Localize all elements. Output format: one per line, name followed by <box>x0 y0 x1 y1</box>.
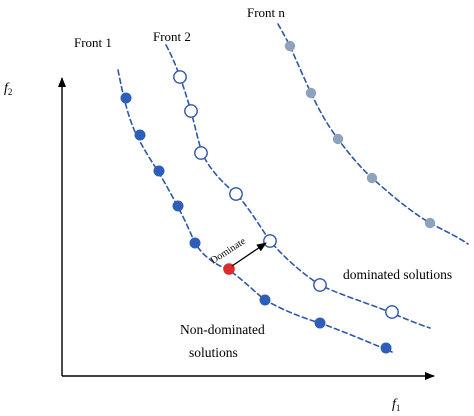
dominate-label: Dominate <box>209 236 249 267</box>
front-n-curve <box>277 23 469 245</box>
front-n-point <box>332 133 344 145</box>
front-2-points <box>173 70 399 319</box>
front-2-label: Front 2 <box>153 29 191 44</box>
dominated-solutions-label: dominated solutions <box>343 267 452 282</box>
front-1-point <box>120 92 132 104</box>
front-1-label: Front 1 <box>74 35 112 50</box>
front-n-label: Front n <box>247 5 285 20</box>
non-dominated-label-line2: solutions <box>189 345 238 360</box>
front-1-point <box>172 200 184 212</box>
front-2-point <box>385 305 399 319</box>
non-dominated-label-line1: Non-dominated <box>180 322 265 337</box>
front-n-point <box>424 217 436 229</box>
front-1-curve <box>117 69 393 353</box>
y-axis-label: f2 <box>4 81 12 97</box>
front-2-point <box>229 187 243 201</box>
front-n-point <box>305 87 317 99</box>
front-2-point <box>313 278 327 292</box>
front-1-point <box>259 294 271 306</box>
front-1-points <box>120 92 392 354</box>
dominate-arrow <box>231 242 267 267</box>
front-n-point <box>284 40 296 52</box>
front-n-point <box>366 172 378 184</box>
front-1-point <box>134 129 146 141</box>
front-1-point <box>314 317 326 329</box>
front-1-point <box>380 342 392 354</box>
front-1-point <box>189 237 201 249</box>
front-2-point <box>263 234 277 248</box>
front-2-curve <box>165 44 431 329</box>
front-2-point <box>184 104 198 118</box>
x-axis-label: f1 <box>392 397 400 413</box>
front-2-point <box>194 146 208 160</box>
dominating-point <box>223 263 235 275</box>
front-1-point <box>153 165 165 177</box>
front-2-point <box>173 70 187 84</box>
front-n-points <box>284 40 436 229</box>
